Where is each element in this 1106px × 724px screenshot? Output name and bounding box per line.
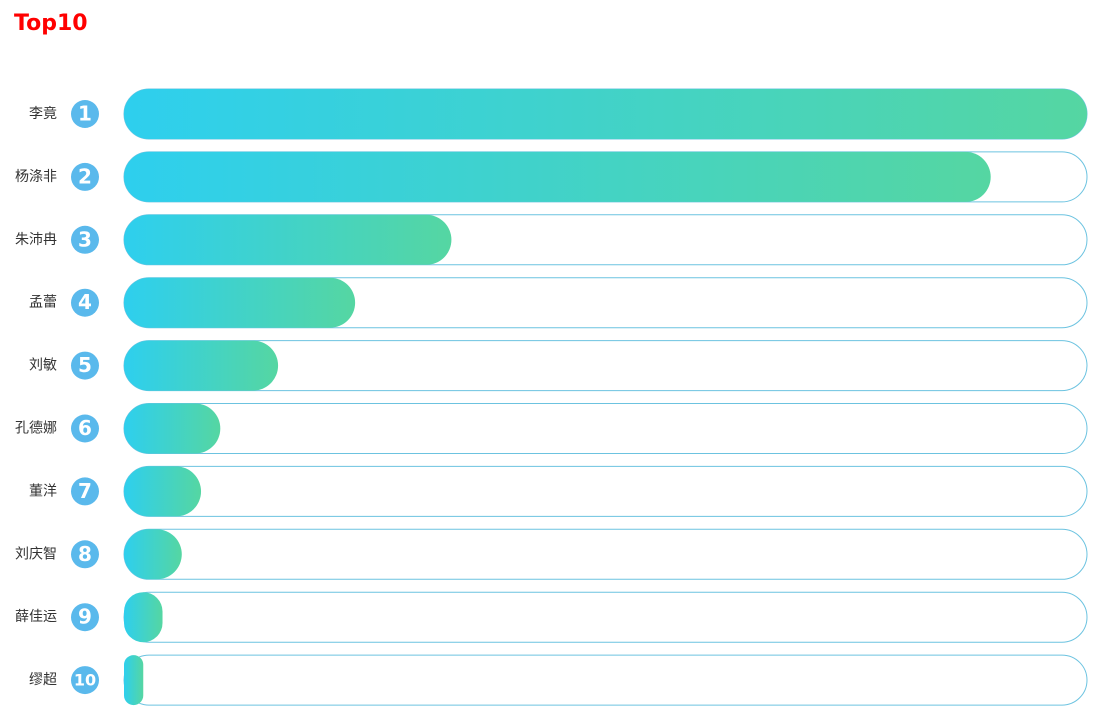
bar xyxy=(124,655,144,706)
rank-badge xyxy=(71,666,99,695)
rank-badge xyxy=(71,351,99,380)
bar xyxy=(124,151,991,202)
rank-badge xyxy=(71,162,99,191)
rank-badge xyxy=(71,288,99,317)
bar-track xyxy=(123,528,1088,580)
rank-badge xyxy=(71,603,99,632)
bar xyxy=(124,214,452,265)
rank-badge xyxy=(71,225,99,254)
category-label: 朱沛冉 xyxy=(15,232,57,248)
category-label: 李竟 xyxy=(29,106,57,122)
bar xyxy=(124,340,279,391)
category-label: 杨涤非 xyxy=(15,169,57,185)
rank-label: 9 xyxy=(78,605,92,629)
bar xyxy=(124,277,356,328)
category-label: 刘敏 xyxy=(29,358,57,374)
bar-track xyxy=(123,403,1088,454)
bar xyxy=(124,89,1087,139)
bar-track xyxy=(123,465,1088,517)
rank-badge xyxy=(71,540,99,569)
rank-badge xyxy=(71,100,99,128)
rank-label: 6 xyxy=(78,416,92,440)
rank-label: 7 xyxy=(78,479,92,503)
category-label: 董洋 xyxy=(29,483,57,499)
rank-label: 2 xyxy=(78,164,92,188)
rank-label: 5 xyxy=(78,353,92,377)
bar xyxy=(124,529,182,580)
category-label: 刘庆智 xyxy=(15,546,57,562)
category-label: 薛佳运 xyxy=(15,609,57,625)
rank-label: 4 xyxy=(78,290,92,314)
chart-title: Top10 xyxy=(14,11,88,36)
bar xyxy=(124,403,221,454)
category-label: 孔德娜 xyxy=(15,421,57,437)
rank-label: 10 xyxy=(74,671,96,690)
rank-label: 8 xyxy=(78,542,92,566)
bar-track xyxy=(123,591,1088,643)
rank-label: 3 xyxy=(78,227,92,251)
bar xyxy=(124,592,163,643)
rank-label: 1 xyxy=(78,102,92,126)
rank-badge xyxy=(71,477,99,506)
bar-track xyxy=(123,654,1088,706)
category-label: 孟蕾 xyxy=(29,295,57,311)
bar xyxy=(124,466,202,517)
category-label: 缪超 xyxy=(29,672,57,688)
rank-badge xyxy=(71,414,99,443)
